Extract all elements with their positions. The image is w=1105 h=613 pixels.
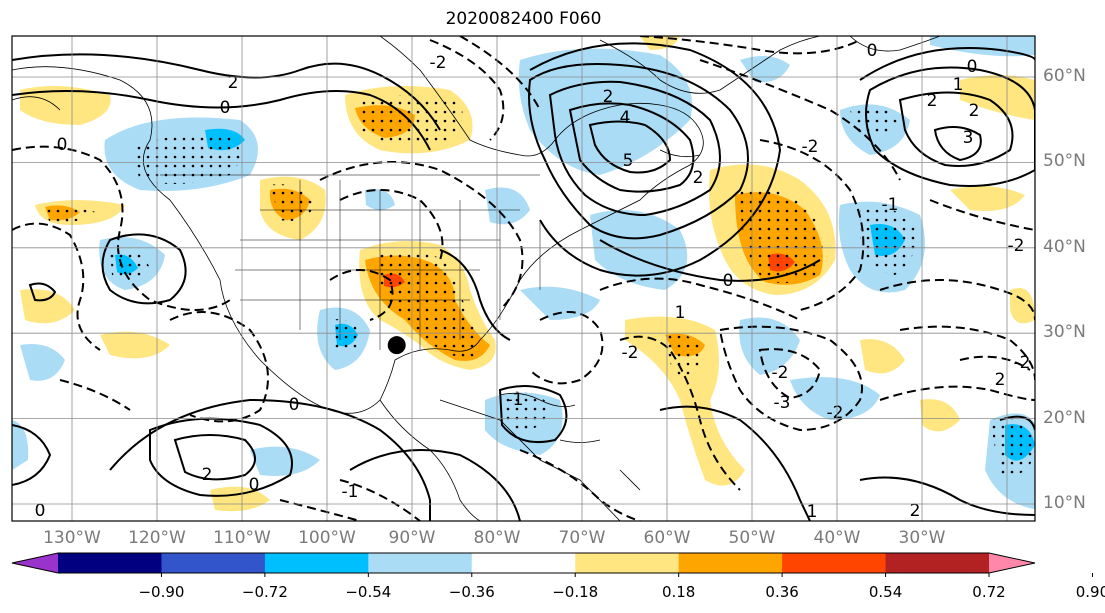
- latitude-label: 30°N: [1043, 322, 1086, 343]
- map-frame: [11, 35, 1036, 522]
- colorbar-tick-label: 0.36: [765, 583, 799, 601]
- significance-stippling: [40, 95, 1035, 476]
- contour-label: -2: [1008, 236, 1025, 256]
- contour-label: 5: [623, 151, 634, 171]
- contour-label: 0: [867, 41, 878, 61]
- contour-label: 2: [927, 91, 938, 111]
- contour-label: 0: [249, 475, 260, 495]
- map-area: 2 0 -2 0 2 4 5 2 0 -2 3 2 1 0 -2 0 2 -1 …: [12, 36, 1035, 522]
- colorbar-segment: [161, 553, 266, 573]
- colorbar-tick-label: −0.54: [345, 583, 392, 601]
- contour-label: 0: [723, 271, 734, 291]
- contour-label: 0: [35, 501, 46, 521]
- contour-label: 2: [603, 87, 614, 107]
- colorbar-segment: [471, 553, 576, 573]
- contour-label: 1: [675, 303, 686, 323]
- contour-label: -1: [342, 482, 359, 502]
- colorbar-tick-label: −0.36: [448, 583, 495, 601]
- contour-label: 2: [693, 168, 704, 188]
- contour-label: 3: [963, 128, 974, 148]
- contour-label: -1: [507, 390, 524, 410]
- contour-labels: 2 0 -2 0 2 4 5 2 0 -2 3 2 1 0 -2 0 2 -1 …: [35, 41, 1031, 522]
- colorbar-segment: [678, 553, 783, 573]
- colorbar: [11, 552, 1093, 577]
- contour-label: -2: [802, 137, 819, 157]
- longitude-label: 110°W: [213, 528, 271, 548]
- contour-label: -1: [882, 195, 899, 215]
- contour-label: 0: [967, 57, 978, 77]
- longitude-label: 70°W: [558, 528, 606, 548]
- colorbar-tick-label: 0.90: [1075, 583, 1105, 601]
- contour-label: 0: [220, 98, 231, 118]
- contour-label: 1: [807, 502, 818, 522]
- colorbar-tick-label: −0.18: [552, 583, 599, 601]
- contour-label: 0: [289, 395, 300, 415]
- contour-label: -3: [774, 393, 791, 413]
- contour-label: 4: [620, 108, 631, 128]
- contour-label: -2: [622, 343, 639, 363]
- colorbar-tick-label: −0.72: [241, 583, 288, 601]
- latitude-label: 20°N: [1043, 407, 1086, 428]
- contour-label: 2: [202, 465, 213, 485]
- longitude-label: 50°W: [728, 528, 776, 548]
- colorbar-extend-high: [989, 553, 1035, 573]
- longitude-label: 90°W: [388, 528, 436, 548]
- contour-label: -2: [772, 363, 789, 383]
- contour-label: 2: [228, 73, 239, 93]
- colorbar-segment: [575, 553, 680, 573]
- location-marker: [387, 336, 406, 355]
- latitude-label: 50°N: [1043, 151, 1086, 172]
- longitude-label: 120°W: [128, 528, 186, 548]
- contour-label: -2: [1014, 353, 1031, 373]
- longitude-label: 80°W: [473, 528, 521, 548]
- longitude-label: 30°W: [898, 528, 946, 548]
- contour-label: 2: [910, 501, 921, 521]
- colorbar-tick-label: 0.72: [972, 583, 1006, 601]
- colorbar-segment: [885, 553, 990, 573]
- longitude-label: 130°W: [43, 528, 101, 548]
- contour-label: 0: [57, 135, 68, 155]
- latitude-label: 10°N: [1043, 493, 1086, 513]
- colorbar-segment: [264, 553, 369, 573]
- colorbar-extend-low: [12, 553, 58, 573]
- colorbar-outline: [11, 552, 1036, 574]
- contour-label: 1: [953, 75, 964, 95]
- contour-label: -2: [827, 403, 844, 423]
- latitude-label: 60°N: [1043, 66, 1086, 86]
- colorbar-tick-label: 0.54: [868, 583, 903, 601]
- longitude-label: 60°W: [643, 528, 691, 548]
- state-borders: [160, 174, 541, 350]
- longitude-label: 40°W: [813, 528, 861, 548]
- latitude-label: 40°N: [1043, 236, 1086, 257]
- dashed-contours: [12, 36, 1035, 521]
- contour-label: 2: [995, 370, 1006, 390]
- colorbar-segment: [58, 553, 162, 573]
- contour-label: 2: [969, 101, 980, 121]
- solid-contours: [12, 42, 1035, 521]
- colorbar-tick-label: 0.18: [661, 583, 696, 601]
- graticule: [12, 36, 1035, 521]
- colorbar-segment: [782, 553, 887, 573]
- map-title: 2020082400 F060: [445, 9, 602, 29]
- longitude-label: 100°W: [298, 528, 356, 548]
- colorbar-segment: [368, 553, 473, 573]
- colorbar-tick-label: −0.90: [138, 583, 185, 601]
- contour-label: -2: [430, 53, 447, 73]
